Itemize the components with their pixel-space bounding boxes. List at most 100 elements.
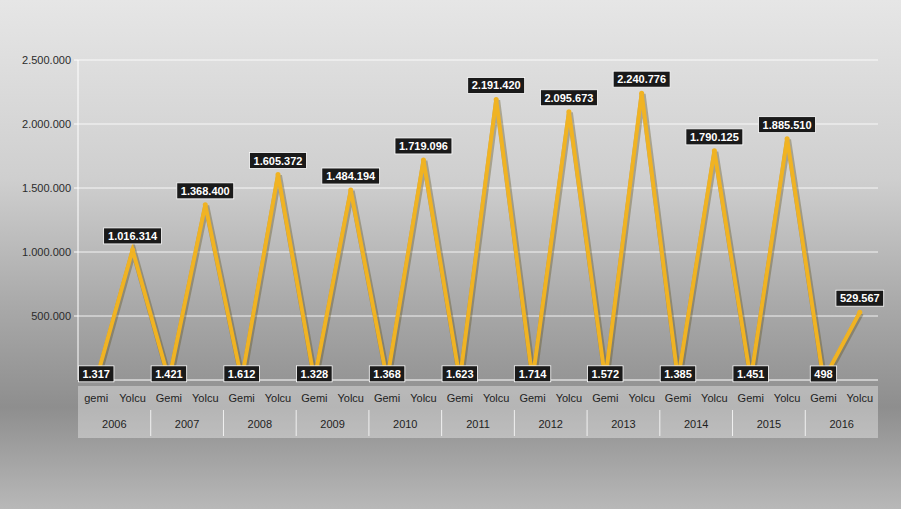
group-separator: [659, 410, 660, 436]
data-label: 1.612: [228, 368, 256, 380]
group-label: 2014: [684, 418, 708, 430]
tick-label: Yolcu: [483, 392, 510, 404]
tick-label: Yolcu: [410, 392, 437, 404]
tick-label: Yolcu: [337, 392, 364, 404]
group-separator: [732, 410, 733, 436]
data-label-box: [78, 366, 114, 382]
data-label: 1.719.096: [399, 140, 448, 152]
grid-line: [78, 124, 878, 125]
tick-label: Yolcu: [701, 392, 728, 404]
data-label-box: [442, 366, 478, 382]
data-label-box: [514, 366, 550, 382]
data-label: 2.095.673: [544, 92, 593, 104]
data-label: 1.328: [301, 368, 329, 380]
label-band: [78, 386, 878, 438]
data-point: [276, 172, 281, 177]
group-label: 2008: [248, 418, 272, 430]
data-label: 498: [814, 368, 832, 380]
tick-mark: [74, 252, 78, 253]
data-label: 1.885.510: [763, 119, 812, 131]
group-separator: [150, 410, 151, 436]
data-point: [712, 148, 717, 153]
data-point: [203, 202, 208, 207]
data-label-box: [540, 90, 597, 106]
data-label: 1.572: [592, 368, 620, 380]
tick-label: 2.500.000: [22, 54, 71, 66]
data-line: [96, 93, 860, 380]
tick-label: gemi: [84, 392, 108, 404]
data-labels: 1.3171.016.3141.4211.368.4001.6121.605.3…: [78, 71, 883, 382]
data-label-box: [250, 153, 307, 169]
tick-label: Gemi: [447, 392, 473, 404]
tick-label: 500.000: [31, 310, 71, 322]
group-label: 2016: [829, 418, 853, 430]
group-label: 2010: [393, 418, 417, 430]
tick-label: Yolcu: [265, 392, 292, 404]
data-label: 1.317: [82, 368, 110, 380]
tick-label: Gemi: [738, 392, 764, 404]
chart: 500.0001.000.0001.500.0002.000.0002.500.…: [0, 0, 901, 509]
data-label-box: [686, 129, 743, 145]
tick-label: 1.000.000: [22, 246, 71, 258]
group-label: 2015: [757, 418, 781, 430]
tick-label: Gemi: [156, 392, 182, 404]
tick-label: Yolcu: [556, 392, 583, 404]
data-label-box: [177, 183, 234, 199]
tick-label: Gemi: [374, 392, 400, 404]
group-label: 2009: [320, 418, 344, 430]
data-point: [130, 247, 135, 252]
data-point: [566, 109, 571, 114]
data-label: 2.240.776: [617, 73, 666, 85]
group-label: 2013: [611, 418, 635, 430]
data-label: 2.191.420: [472, 79, 521, 91]
data-label: 1.451: [737, 368, 765, 380]
data-point: [421, 157, 426, 162]
data-label-box: [836, 290, 884, 306]
tick-label: Gemi: [665, 392, 691, 404]
y-axis: 500.0001.000.0001.500.0002.000.0002.500.…: [22, 54, 878, 380]
grid-line: [78, 316, 878, 317]
tick-label: Gemi: [810, 392, 836, 404]
data-label-box: [759, 117, 816, 133]
data-label-box: [395, 138, 452, 154]
tick-label: Gemi: [519, 392, 545, 404]
plot-area: [94, 91, 863, 380]
data-label: 1.605.372: [254, 155, 303, 167]
data-point: [785, 136, 790, 141]
tick-label: 2.000.000: [22, 118, 71, 130]
data-label-box: [660, 366, 696, 382]
data-label-box: [810, 366, 836, 382]
data-label-box: [151, 366, 187, 382]
data-label-box: [733, 366, 769, 382]
tick-label: Yolcu: [119, 392, 146, 404]
data-label: 529.567: [840, 292, 880, 304]
data-label: 1.623: [446, 368, 474, 380]
data-label: 1.790.125: [690, 131, 739, 143]
group-label: 2006: [102, 418, 126, 430]
tick-mark: [74, 60, 78, 61]
data-label: 1.016.314: [108, 230, 158, 242]
data-label: 1.484.194: [326, 170, 376, 182]
y-axis-line: [78, 60, 79, 380]
data-label-box: [468, 77, 525, 93]
data-label: 1.385: [664, 368, 692, 380]
data-label: 1.368: [373, 368, 401, 380]
data-label-box: [104, 228, 162, 244]
data-label-box: [613, 71, 670, 87]
data-label: 1.714: [519, 368, 547, 380]
group-separator: [368, 410, 369, 436]
data-point: [639, 91, 644, 96]
tick-label: Gemi: [592, 392, 618, 404]
tick-label: Gemi: [228, 392, 254, 404]
tick-mark: [74, 188, 78, 189]
data-label-box: [322, 168, 380, 184]
x-axis: gemi Yolcu Gemi Yolcu Gemi Yolcu Gemi Yolcu Gemi…: [84, 392, 873, 436]
group-separator: [296, 410, 297, 436]
tick-mark: [74, 316, 78, 317]
group-label: 2007: [175, 418, 199, 430]
group-separator: [587, 410, 588, 436]
group-separator: [514, 410, 515, 436]
data-label: 1.368.400: [181, 185, 230, 197]
tick-label: Gemi: [301, 392, 327, 404]
grid-line: [78, 60, 878, 61]
